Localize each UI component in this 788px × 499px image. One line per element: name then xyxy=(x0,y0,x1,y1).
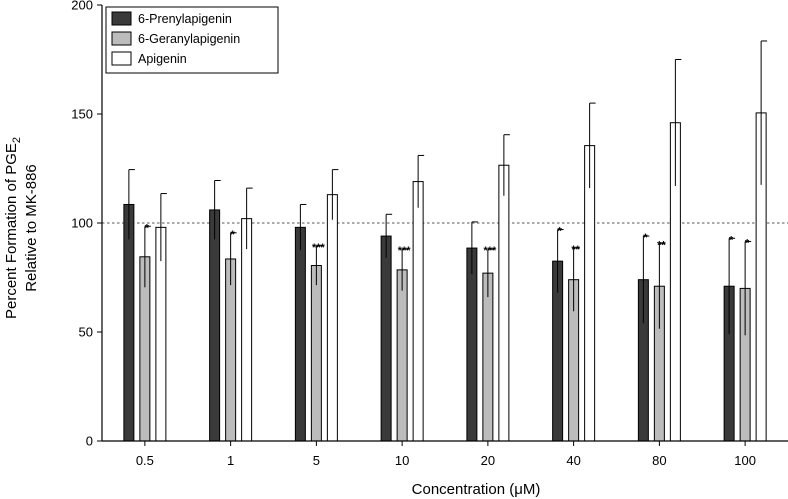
legend-label-2: 6-Geranylapigenin xyxy=(138,32,240,46)
y-axis-title-main: Percent Formation of PGE xyxy=(3,143,20,319)
y-axis-title-line2: Relative to MK-886 xyxy=(23,164,40,292)
bar-2-10 xyxy=(396,269,408,442)
significance-marker-2-1: * xyxy=(230,229,235,241)
bar-1-1 xyxy=(209,209,221,442)
significance-marker-1-40: * xyxy=(557,226,562,238)
bar-2-1 xyxy=(225,258,237,442)
x-tick-label-40: 40 xyxy=(566,453,580,468)
error-bars-group xyxy=(128,40,768,336)
bar-3-10 xyxy=(412,181,424,442)
bar-3-1 xyxy=(241,218,253,442)
legend-label-1: 6-Prenylapigenin xyxy=(138,12,232,26)
bar-1-0.5 xyxy=(123,203,135,442)
bar-1-20 xyxy=(466,247,478,442)
bar-2-5 xyxy=(310,265,322,442)
y-tick-label-0: 0 xyxy=(86,434,93,449)
x-tick-label-5: 5 xyxy=(313,453,320,468)
y-tick-label-200: 200 xyxy=(71,0,93,13)
legend-swatch-2 xyxy=(111,31,132,46)
x-tick-label-0.5: 0.5 xyxy=(136,453,154,468)
y-tick-label-150: 150 xyxy=(71,107,93,122)
bar-1-10 xyxy=(380,235,392,442)
bar-3-40 xyxy=(584,145,596,442)
axes-group: 0.5 1 5 10 20 40 80 100 0 50 100 150 200 xyxy=(71,0,788,468)
significance-marker-2-80: ** xyxy=(657,240,666,252)
legend-swatch-1 xyxy=(111,11,132,26)
x-axis-title: Concentration (μM) xyxy=(412,481,541,498)
y-axis-title: Percent Formation of PGE2 Relative to MK… xyxy=(3,137,40,319)
x-tick-label-1: 1 xyxy=(227,453,234,468)
significance-marker-2-20: *** xyxy=(483,245,497,257)
legend-label-3: Apigenin xyxy=(138,52,187,66)
bar-1-5 xyxy=(294,226,306,442)
bar-2-20 xyxy=(482,272,494,442)
legend-swatch-3 xyxy=(111,51,132,66)
significance-marker-1-80: * xyxy=(643,232,648,244)
bar-3-20 xyxy=(498,164,510,442)
y-tick-label-50: 50 xyxy=(79,325,93,340)
x-tick-label-10: 10 xyxy=(395,453,409,468)
y-axis-title-line1: Percent Formation of PGE2 xyxy=(3,137,23,319)
bars-group xyxy=(123,112,767,442)
significance-marker-2-0.5: * xyxy=(145,222,150,234)
legend-box xyxy=(105,6,279,74)
significance-marker-2-10: *** xyxy=(398,245,412,257)
y-tick-label-100: 100 xyxy=(71,216,93,231)
significance-marker-2-5: *** xyxy=(312,242,326,254)
significance-markers-group: ***** *** ********* * * xyxy=(145,222,750,257)
significance-marker-2-100: * xyxy=(745,238,750,250)
legend: 6-Prenylapigenin 6-Geranylapigenin Apigeni… xyxy=(105,6,279,74)
y-axis-title-subscript: 2 xyxy=(11,137,23,143)
significance-marker-2-40: ** xyxy=(571,244,580,256)
x-tick-label-20: 20 xyxy=(481,453,495,468)
bar-3-5 xyxy=(326,194,338,442)
significance-marker-1-100: * xyxy=(729,234,734,246)
x-tick-label-80: 80 xyxy=(652,453,666,468)
x-tick-label-100: 100 xyxy=(734,453,756,468)
